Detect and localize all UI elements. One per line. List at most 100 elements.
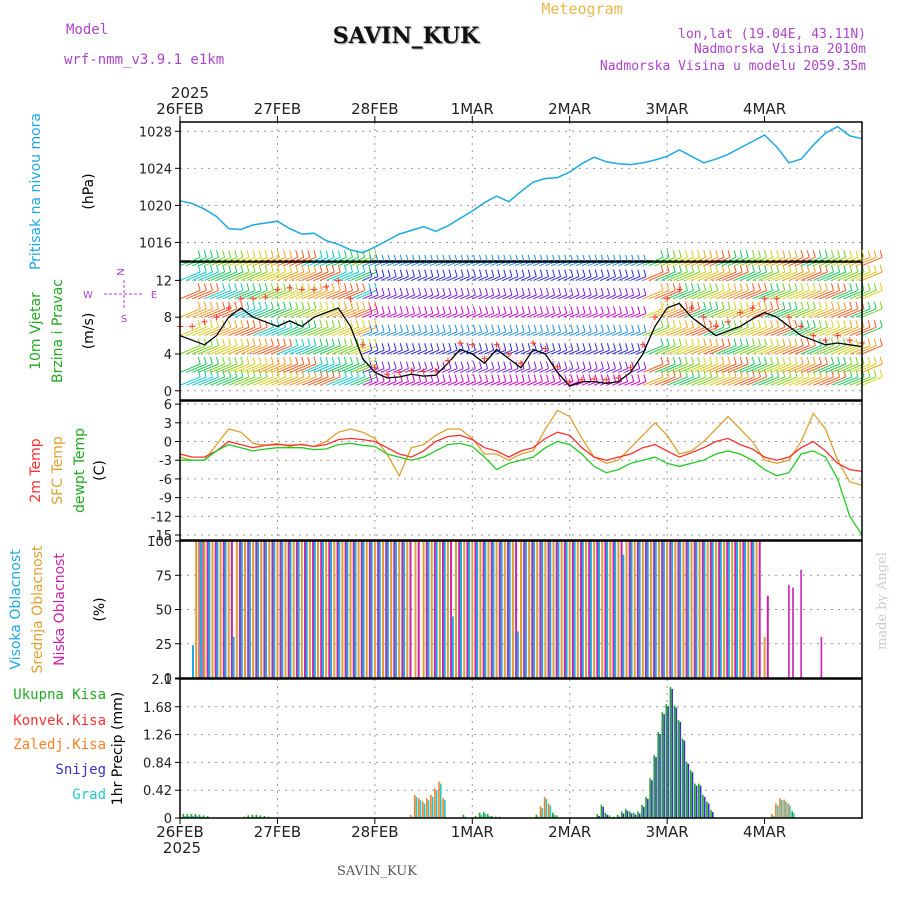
wind-barb [807,363,828,373]
wind-barb-flag [209,356,213,365]
wind-barb [685,308,706,318]
wind-barb-flag [691,250,694,258]
precip-total-bar [478,812,481,818]
wind-barb [551,276,561,281]
wind-barb [472,381,482,386]
wind-barb-flag [684,301,688,309]
cloud-low-bar [628,541,631,678]
wind-barb-flag [625,306,629,314]
wind-barb-flag [794,250,798,258]
wind-barb [618,381,628,386]
wind-barb-flag [739,369,743,378]
wind-barb-flag [418,306,422,314]
wind-barb [344,289,365,300]
wind-barb [496,312,506,318]
wind-barb [691,345,712,355]
legend-total: Ukupna Kisa [13,687,106,703]
cloud-low-bar [239,541,241,678]
wind-barb-flag [727,356,731,365]
wind-barb-flag [527,374,531,382]
cloud-low-bar [515,541,518,678]
wind-barb-flag [855,369,859,378]
wind-barb-flag [697,264,701,273]
wind-barb [472,312,482,318]
wind-barb [405,294,415,300]
wind-barb [496,331,506,337]
wind-barb-flag [436,287,440,296]
wind-barb [813,345,834,355]
wind-barb [843,271,865,281]
wind-barb-flag [430,343,434,351]
wind-barb [447,331,458,337]
wind-barb-flag [588,343,592,351]
wind-barb [246,345,268,355]
wind-barb-flag [264,338,268,346]
wind-barb-flag [758,264,761,273]
wind-barb [733,271,755,281]
wind-barb-flag [613,324,616,332]
wind-barb-flag [295,338,299,346]
precip-snow-bar [707,803,710,818]
wind-barb [502,381,513,386]
wind-barb-flag [203,356,207,365]
wind-barb [545,294,555,300]
wind-barb-flag [637,324,641,332]
wind-barb [216,308,237,318]
wind-barb [575,312,586,318]
cloud-mid-bar [731,541,734,678]
wind-barb-flag [831,338,834,346]
y-tick-label: -6 [159,473,172,488]
wind-barb [740,289,761,300]
wind-barb-flag [362,250,366,258]
wind-barb [636,294,647,300]
wind-barb [685,345,706,355]
wind-barb-flag [879,283,883,291]
cloud-low-bar [800,569,802,678]
wind-barb-flag [739,356,743,365]
wind-barb-flag [721,320,725,328]
wind-barb [770,326,792,337]
wind-barb-flag [515,343,519,351]
wind-barb-flag [782,250,786,258]
wind-barb-flag [697,338,701,346]
wind-barb [386,349,397,355]
wind-barb-flag [818,301,822,309]
wind-barb-flag [412,361,415,369]
wind-barb [307,376,329,386]
cloud-mid-bar [714,541,717,678]
wind-barb-flag [203,301,207,309]
wind-barb [325,326,347,337]
wind-barb-flag [576,254,580,263]
wind-barb-flag [301,301,305,309]
wind-barb-flag [873,356,877,365]
wind-barb [368,381,379,386]
cloud-mid-bar [690,541,693,678]
wind-barb-flag [301,264,305,273]
wind-barb [606,276,616,281]
wind-barb [685,363,706,373]
wind-barb-flag [751,283,755,291]
wind-barb-flag [460,287,464,296]
wind-barb-flag [399,306,403,314]
precip-total-bar [206,816,209,818]
wind-barb-flag [485,287,489,296]
cloud-high-bar [232,636,235,678]
wind-barb-flag [606,361,610,369]
wind-barb-flag [533,254,537,263]
wind-barb [392,368,403,373]
wind-barb [746,271,767,281]
wind-barb-flag [582,306,586,314]
cloud-high-bar [443,541,446,678]
wind-barb-flag [369,269,373,277]
wind-barb-flag [606,324,610,332]
wind-barb [307,289,329,300]
wind-barb [709,271,731,281]
wind-barb-flag [552,343,556,351]
wind-barb [252,308,274,318]
cloud-low-bar [393,541,396,678]
wind-barb-flag [222,301,226,309]
wind-barb [301,345,323,355]
wind-barb [654,376,676,386]
cloud-mid-bar [479,541,482,678]
wind-barb-flag [570,374,574,382]
